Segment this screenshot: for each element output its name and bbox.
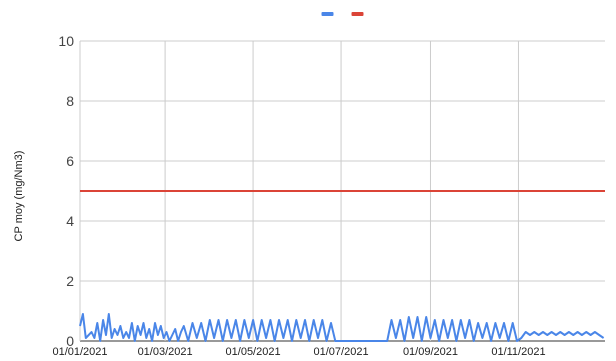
y-tick-label: 2 [66,273,74,289]
y-tick-label: 0 [66,333,74,349]
legend[interactable] [321,12,364,16]
legend-swatch-2[interactable] [351,12,364,16]
x-axis-ticks: 01/01/2021 01/03/2021 01/05/2021 01/07/2021… [52,346,545,358]
x-tick-label: 01/01/2021 [52,346,107,358]
x-tick-label: 01/03/2021 [138,346,193,358]
y-tick-label: 4 [66,213,74,229]
series-lines [79,190,605,342]
x-tick-label: 01/09/2021 [403,346,458,358]
legend-swatch-1[interactable] [321,12,334,16]
x-tick-label: 01/11/2021 [491,346,545,358]
x-tick-label: 01/07/2021 [314,346,369,358]
series-line-1 [79,313,605,342]
y-axis-ticks: 0 2 4 6 8 10 [58,33,74,349]
y-axis-title: CP moy (mg/Nm3) [13,151,25,242]
y-tick-label: 8 [66,93,74,109]
y-tick-label: 6 [66,153,74,169]
y-tick-label: 10 [58,33,74,49]
x-tick-label: 01/05/2021 [226,346,281,358]
